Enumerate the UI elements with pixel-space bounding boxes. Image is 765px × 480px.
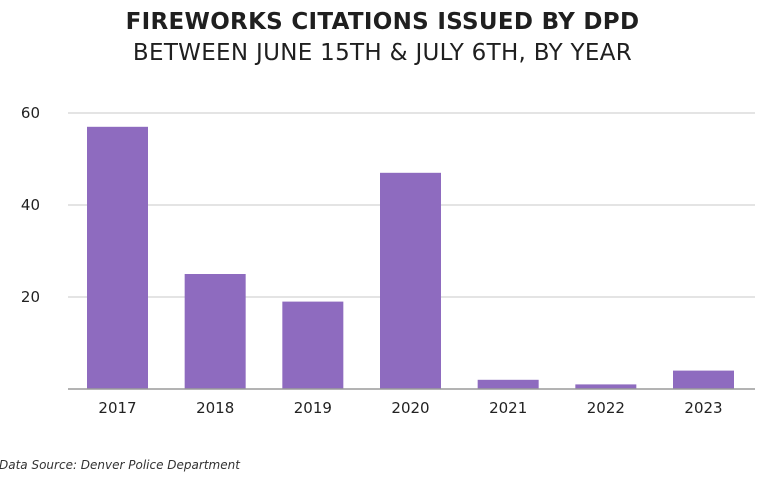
bar-2017 — [87, 126, 148, 390]
x-tick-label: 2018 — [196, 399, 234, 417]
bar-2018 — [184, 274, 246, 389]
bar-2022 — [575, 384, 637, 389]
bar-2019 — [282, 301, 344, 389]
chart-subtitle: BETWEEN JUNE 15TH & JULY 6TH, BY YEAR — [132, 40, 633, 66]
data-source-note: Data Source: Denver Police Department — [0, 458, 240, 472]
x-tick-label: 2021 — [489, 399, 527, 417]
bar-2020 — [380, 172, 441, 389]
y-tick-label: 60 — [21, 104, 40, 122]
y-tick-label: 40 — [21, 196, 40, 214]
x-tick-label: 2019 — [294, 399, 332, 417]
x-tick-label: 2022 — [587, 399, 625, 417]
bar-2021 — [477, 379, 539, 389]
axes: 20 40 60 2017 2018 2019 2020 2021 2022 2023 — [21, 104, 755, 417]
y-tick-label: 20 — [21, 288, 40, 306]
chart-title: FIREWORKS CITATIONS ISSUED BY DPD — [125, 9, 640, 35]
bars — [87, 126, 734, 390]
x-tick-label: 2023 — [684, 399, 722, 417]
bar-2023 — [673, 370, 734, 389]
x-tick-label: 2017 — [98, 399, 136, 417]
x-tick-label: 2020 — [391, 399, 429, 417]
